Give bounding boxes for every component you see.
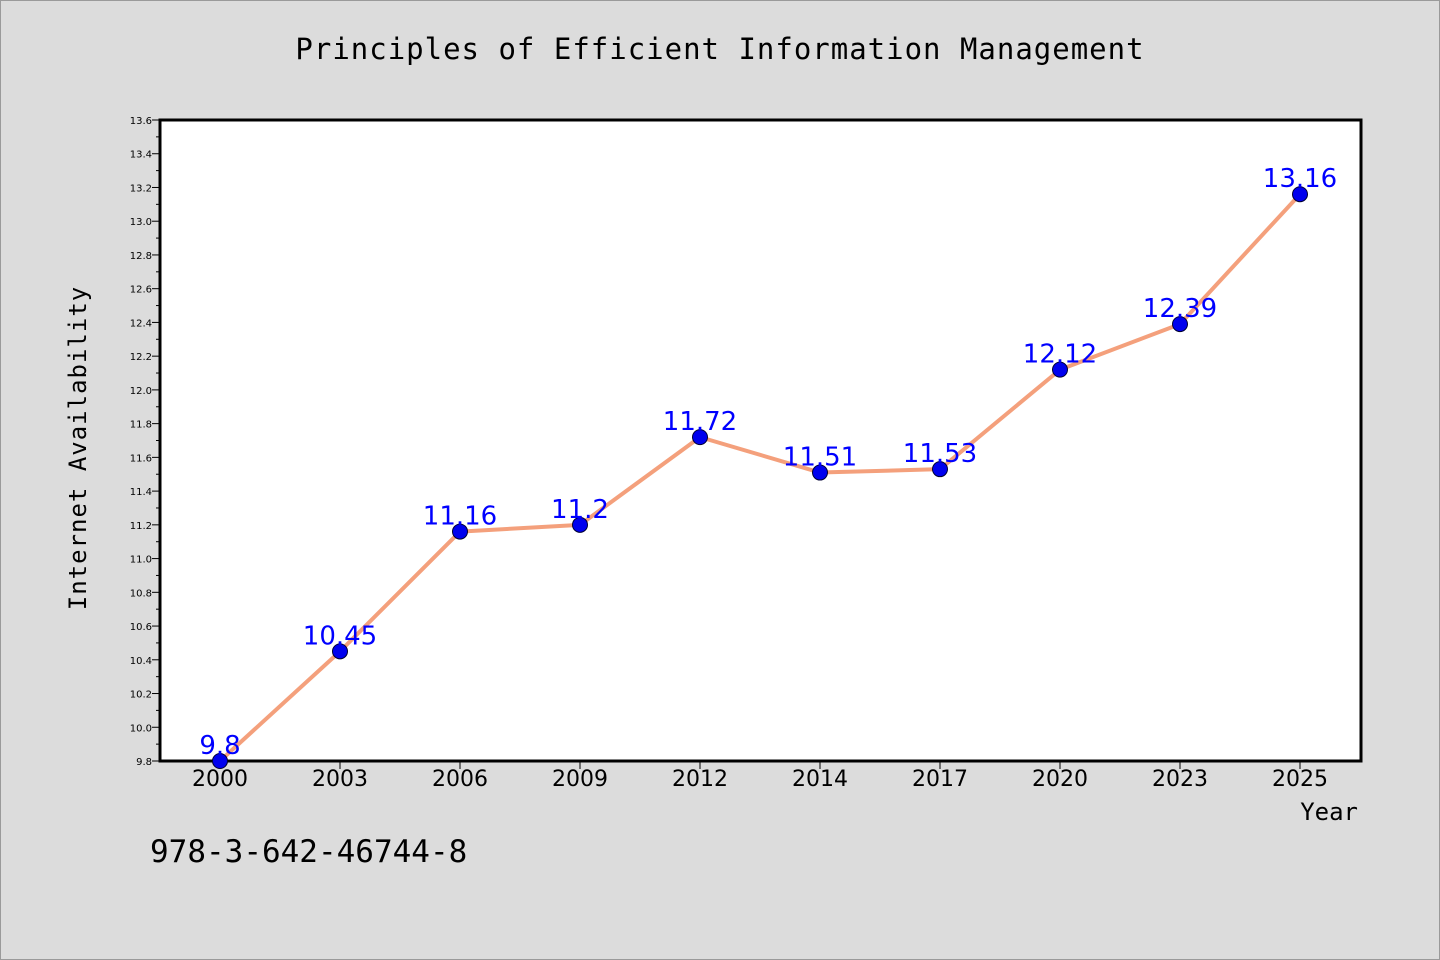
y-tick-label: 13.2 xyxy=(130,183,152,194)
chart-title: Principles of Efficient Information Mana… xyxy=(295,32,1145,66)
data-label: 10.45 xyxy=(303,621,377,651)
y-tick-label: 12.2 xyxy=(130,352,152,363)
y-tick-label: 10.8 xyxy=(130,588,152,599)
data-label: 12.12 xyxy=(1023,340,1097,370)
data-point-marker xyxy=(452,523,468,540)
y-tick-label: 12.4 xyxy=(130,318,152,329)
data-point-marker xyxy=(1172,316,1188,333)
data-label: 13.16 xyxy=(1263,164,1337,194)
data-point-marker xyxy=(332,643,348,660)
x-tick-label: 2000 xyxy=(192,767,248,792)
series-line xyxy=(218,192,1302,763)
series-line-group: 9.8 10.45 11.16 11.2 11.72 11.51 11.53 12.12 12.… xyxy=(199,164,1337,769)
x-tick-label: 2009 xyxy=(552,767,608,792)
data-label: 11.16 xyxy=(423,502,497,532)
y-tick-label: 11.2 xyxy=(130,521,152,532)
data-label: 11.53 xyxy=(903,439,977,469)
data-label: 9.8 xyxy=(199,731,240,761)
x-tick-label: 2023 xyxy=(1152,767,1208,792)
data-point-marker xyxy=(1292,186,1308,203)
data-point-marker xyxy=(692,429,708,446)
y-tick-label: 11.0 xyxy=(130,555,152,566)
y-tick-label: 13.0 xyxy=(130,217,152,228)
y-tick-label: 10.0 xyxy=(130,723,152,734)
x-tick-label: 2020 xyxy=(1032,767,1088,792)
y-tick-label: 11.8 xyxy=(130,420,152,431)
y-tick-label: 11.6 xyxy=(130,453,152,464)
y-tick-label: 13.4 xyxy=(130,150,152,161)
y-tick-label: 10.2 xyxy=(130,690,152,701)
data-point-marker xyxy=(932,461,948,478)
data-label: 11.2 xyxy=(551,495,609,525)
data-point-marker xyxy=(812,464,828,481)
y-axis: 9.8 10.0 10.2 10.4 10.6 10.8 11.0 11.2 11.4 11.6 1… xyxy=(130,116,160,768)
y-tick-label: 9.8 xyxy=(136,757,152,768)
x-axis-label: Year xyxy=(1300,798,1358,826)
data-label: 11.51 xyxy=(783,443,857,473)
x-tick-label: 2014 xyxy=(792,767,848,792)
y-axis-label: Internet Availability xyxy=(64,286,92,610)
x-axis: 2000 2003 2006 2009 2012 2014 2017 2020 2023 2025 xyxy=(192,761,1328,792)
data-point-marker xyxy=(572,516,588,533)
y-tick-label: 10.4 xyxy=(130,656,152,667)
x-tick-label: 2003 xyxy=(312,767,368,792)
y-tick-label: 12.8 xyxy=(130,251,152,262)
x-tick-label: 2025 xyxy=(1272,767,1328,792)
y-tick-label: 11.4 xyxy=(130,487,152,498)
y-tick-label: 10.6 xyxy=(130,622,152,633)
data-label: 12.39 xyxy=(1143,294,1217,324)
plot-area xyxy=(158,118,1363,763)
footer-isbn: 978-3-642-46744-8 xyxy=(150,834,468,870)
data-point-marker xyxy=(1052,361,1068,378)
x-tick-label: 2017 xyxy=(912,767,968,792)
x-tick-label: 2006 xyxy=(432,767,488,792)
y-tick-label: 12.0 xyxy=(130,386,152,397)
x-tick-label: 2012 xyxy=(672,767,728,792)
y-tick-label: 12.6 xyxy=(130,285,152,296)
data-point-marker xyxy=(212,753,228,769)
data-label: 11.72 xyxy=(663,407,737,437)
y-tick-label: 13.6 xyxy=(130,116,152,127)
